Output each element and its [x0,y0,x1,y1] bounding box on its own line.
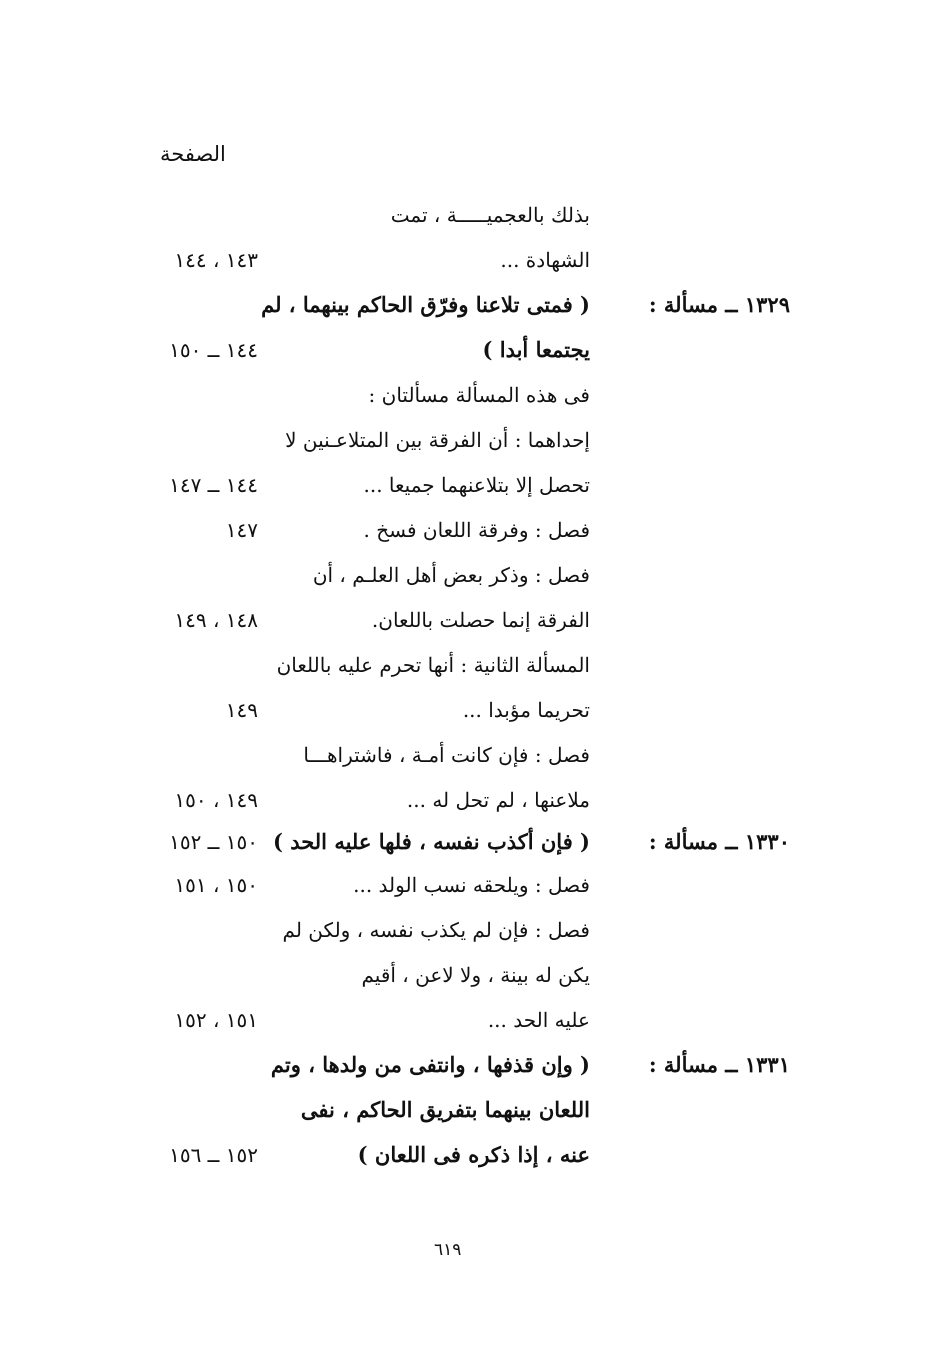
toc-page-range: ١٤٩ [225,698,258,722]
toc-page-range: ١٤٨ ، ١٤٩ [174,608,258,632]
toc-row: بذلك بالعجميـــــة ، تمت [0,195,936,235]
toc-entry-text: الشهادة ... [500,248,590,272]
masala-label: ١٣٣١ ــ مسألة : [648,1052,790,1077]
toc-entry-text: تحصل إلا بتلاعنهما جميعا ... [363,473,590,497]
toc-entry-text: فصل : ويلحقه نسب الولد ... [353,873,590,897]
page-column-header: الصفحة [160,142,226,166]
toc-row: فصل : وفرقة اللعان فسخ . ١٤٧ [0,510,936,550]
toc-row: عنه ، إذا ذكره فى اللعان ) ١٥٢ ــ ١٥٦ [0,1135,936,1175]
toc-page-range: ١٤٧ [225,518,258,542]
toc-entry-text: فى هذه المسألة مسألتان : [368,383,590,407]
toc-entry-text: فصل : وذكر بعض أهل العلـم ، أن [312,563,590,587]
toc-row: يجتمعا أبدا ) ١٤٤ ــ ١٥٠ [0,330,936,370]
toc-entry-text: بذلك بالعجميـــــة ، تمت [390,203,590,227]
toc-row: الشهادة ... ١٤٣ ، ١٤٤ [0,240,936,280]
toc-row: يكن له بينة ، ولا لاعن ، أقيم [0,955,936,995]
toc-entry-text: عنه ، إذا ذكره فى اللعان ) [357,1142,590,1167]
toc-entry-text: عليه الحد ... [487,1008,590,1032]
toc-page-range: ١٥٢ ــ ١٥٦ [169,1143,258,1167]
toc-entry-text: المسألة الثانية : أنها تحرم عليه باللعان [276,653,590,677]
toc-entry-text: فصل : وفرقة اللعان فسخ . [363,518,590,542]
masala-label: ١٣٣٠ ــ مسألة : [648,829,790,854]
toc-entry-text: ( وإن قذفها ، وانتفى من ولدها ، وتم [270,1052,590,1077]
toc-page-range: ١٤٤ ــ ١٤٧ [169,473,258,497]
toc-page-range: ١٤٤ ــ ١٥٠ [169,338,258,362]
toc-entry-text: تحريما مؤبدا ... [462,698,590,722]
toc-entry-text: ملاعنها ، لم تحل له ... [406,788,590,812]
toc-row: فصل : فإن كانت أمـة ، فاشتراهـــا [0,735,936,775]
toc-page-range: ١٥٠ ــ ١٥٢ [169,830,258,854]
toc-entry-text: فصل : فإن لم يكذب نفسه ، ولكن لم [282,918,590,942]
toc-row: اللعان بينهما بتفريق الحاكم ، نفى [0,1090,936,1130]
masala-label: ١٣٢٩ ــ مسألة : [648,292,790,317]
toc-row: إحداهما : أن الفرقة بين المتلاعـنين لا [0,420,936,460]
toc-row: تحريما مؤبدا ... ١٤٩ [0,690,936,730]
toc-row: المسألة الثانية : أنها تحرم عليه باللعان [0,645,936,685]
toc-entry-text: ( فإن أكذب نفسه ، فلها عليه الحد ) [272,829,590,854]
toc-row: ( فإن أكذب نفسه ، فلها عليه الحد ) ١٥٠ ــ… [0,822,936,862]
page-number: ٦١٩ [434,1240,462,1260]
toc-page-range: ١٤٩ ، ١٥٠ [174,788,258,812]
toc-row: فصل : وذكر بعض أهل العلـم ، أن [0,555,936,595]
toc-page-range: ١٥١ ، ١٥٢ [174,1008,258,1032]
toc-entry-text: فصل : فإن كانت أمـة ، فاشتراهـــا [303,743,590,767]
toc-row: ( فمتى تلاعنا وفرّق الحاكم بينهما ، لم ١٣… [0,285,936,325]
toc-row: فى هذه المسألة مسألتان : [0,375,936,415]
toc-row: عليه الحد ... ١٥١ ، ١٥٢ [0,1000,936,1040]
toc-row: ( وإن قذفها ، وانتفى من ولدها ، وتم ١٣٣١ … [0,1045,936,1085]
toc-row: الفرقة إنما حصلت باللعان. ١٤٨ ، ١٤٩ [0,600,936,640]
toc-entry-text: إحداهما : أن الفرقة بين المتلاعـنين لا [285,428,590,452]
toc-entry-text: يجتمعا أبدا ) [482,337,590,362]
toc-row: فصل : ويلحقه نسب الولد ... ١٥٠ ، ١٥١ [0,865,936,905]
toc-entry-text: اللعان بينهما بتفريق الحاكم ، نفى [300,1097,590,1122]
toc-entry-text: ( فمتى تلاعنا وفرّق الحاكم بينهما ، لم [261,292,590,317]
toc-row: ملاعنها ، لم تحل له ... ١٤٩ ، ١٥٠ [0,780,936,820]
toc-row: تحصل إلا بتلاعنهما جميعا ... ١٤٤ ــ ١٤٧ [0,465,936,505]
toc-entry-text: الفرقة إنما حصلت باللعان. [371,608,590,632]
toc-page-range: ١٥٠ ، ١٥١ [174,873,258,897]
toc-entry-text: يكن له بينة ، ولا لاعن ، أقيم [361,963,590,987]
toc-page-range: ١٤٣ ، ١٤٤ [174,248,258,272]
toc-row: فصل : فإن لم يكذب نفسه ، ولكن لم [0,910,936,950]
